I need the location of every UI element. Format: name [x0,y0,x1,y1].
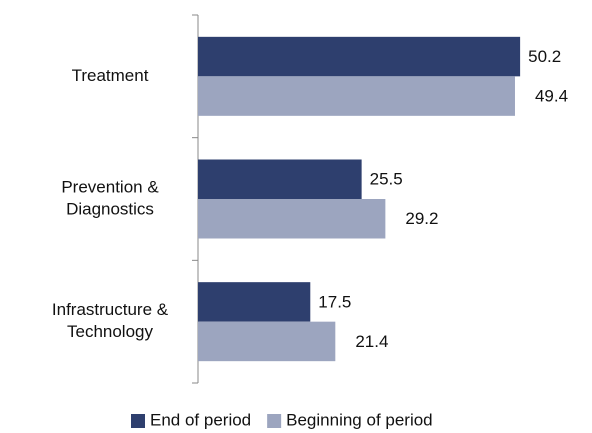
category-label: Treatment [72,66,149,85]
bar [198,199,386,239]
category-label: Prevention & [61,177,159,196]
value-label: 25.5 [370,170,403,189]
value-label: 49.4 [535,87,568,106]
bar [198,282,311,322]
value-label: 17.5 [318,292,351,311]
value-label: 50.2 [528,47,561,66]
category-label: Infrastructure & [52,300,169,319]
legend-label: End of period [150,410,251,429]
bar [198,36,521,77]
bar [198,76,515,116]
legend-label: Beginning of period [286,410,433,429]
value-label: 21.4 [355,332,388,351]
category-label: Technology [67,322,154,341]
legend-swatch [267,414,282,428]
bar [198,159,362,199]
category-label: Diagnostics [66,199,154,218]
legend-swatch [131,414,145,428]
value-label: 29.2 [405,209,438,228]
bar [198,321,336,362]
